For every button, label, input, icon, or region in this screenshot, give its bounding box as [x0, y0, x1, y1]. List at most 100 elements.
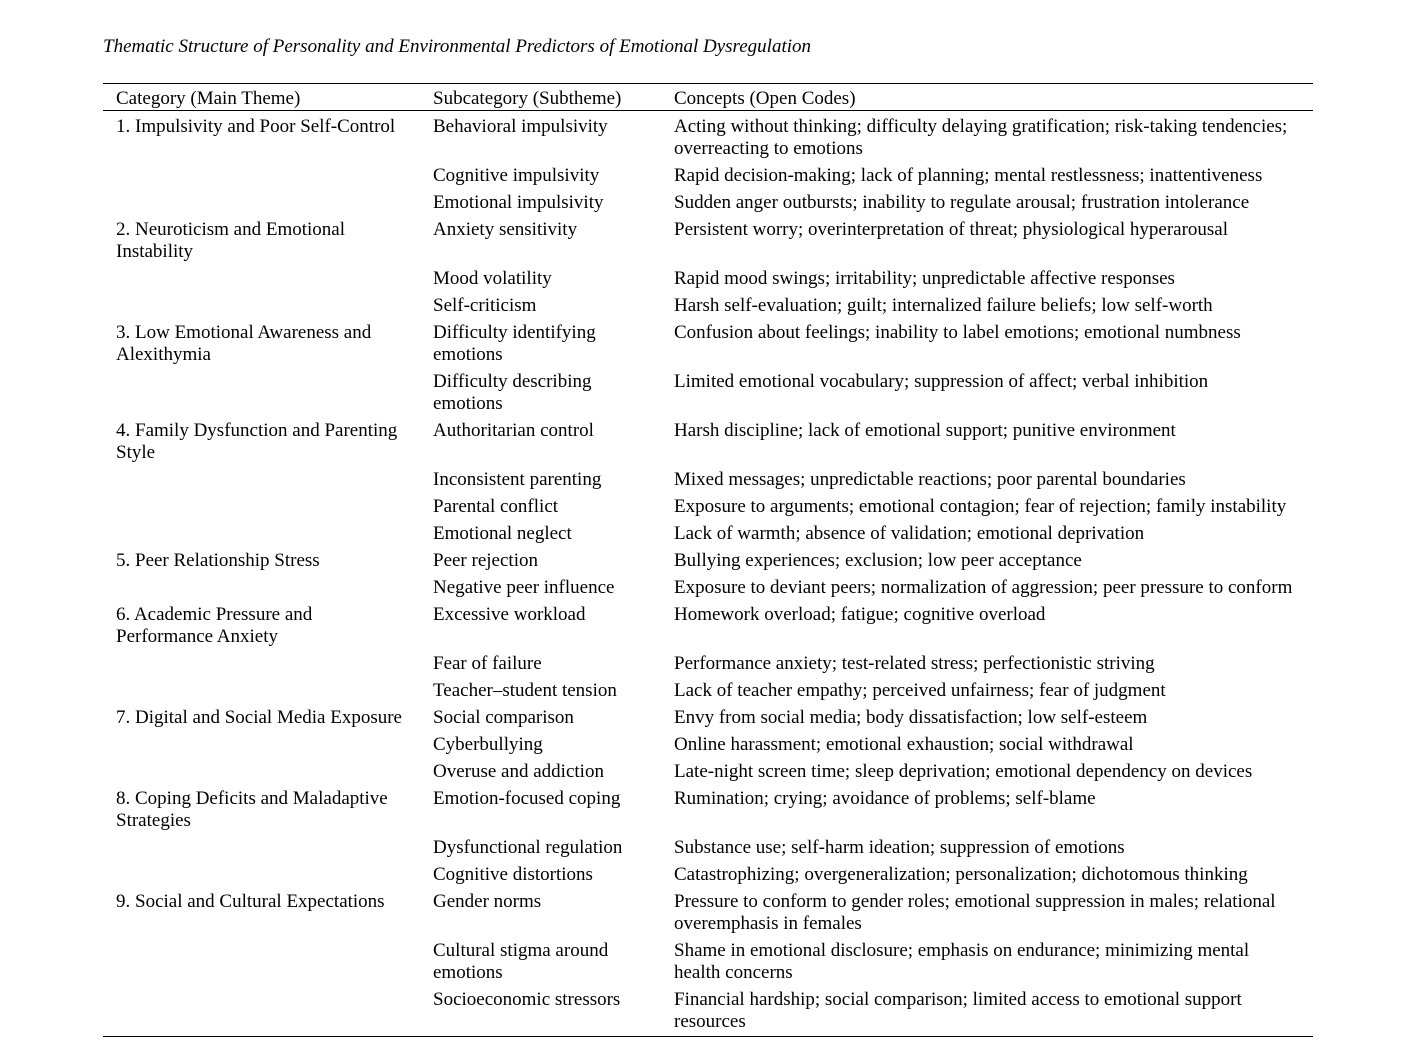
cell-concepts: Harsh self-evaluation; guilt; internaliz… [674, 295, 1213, 316]
cell-concepts: Shame in emotional disclosure; emphasis … [674, 940, 1250, 983]
cell-subcategory: Mood volatility [433, 268, 552, 289]
cell-subcategory: Cognitive impulsivity [433, 165, 600, 186]
column-header-subcategory: Subcategory (Subtheme) [420, 83, 661, 111]
cell-category: 5. Peer Relationship Stress [116, 550, 320, 571]
cell-subcategory: Behavioral impulsivity [433, 116, 608, 137]
cell-subcategory: Social comparison [433, 707, 574, 728]
table-row: 2. Neuroticism and Emotional Instability… [103, 214, 1313, 263]
cell-subcategory: Dysfunctional regulation [433, 837, 623, 858]
table-row: Negative peer influence Exposure to devia… [103, 572, 1313, 599]
cell-concepts: Late-night screen time; sleep deprivatio… [674, 761, 1253, 782]
cell-concepts: Catastrophizing; overgeneralization; per… [674, 864, 1248, 885]
cell-subcategory: Cyberbullying [433, 734, 543, 755]
cell-subcategory: Peer rejection [433, 550, 538, 571]
cell-category [103, 984, 420, 1037]
thematic-structure-table: Category (Main Theme) Subcategory (Subth… [103, 83, 1313, 1037]
table-row: 4. Family Dysfunction and Parenting Styl… [103, 415, 1313, 464]
cell-category [103, 729, 420, 756]
cell-subcategory: Fear of failure [433, 653, 542, 674]
cell-category: 2. Neuroticism and Emotional Instability [116, 219, 346, 262]
cell-subcategory: Authoritarian control [433, 420, 594, 441]
cell-category: 1. Impulsivity and Poor Self-Control [116, 116, 396, 137]
column-header-category: Category (Main Theme) [103, 83, 420, 111]
table-row: Fear of failure Performance anxiety; test… [103, 648, 1313, 675]
cell-subcategory: Difficulty describing emotions [433, 371, 592, 414]
cell-category [103, 366, 420, 415]
cell-category [103, 756, 420, 783]
table-row: Cyberbullying Online harassment; emotiona… [103, 729, 1313, 756]
table-row: Teacher–student tension Lack of teacher e… [103, 675, 1313, 702]
cell-category [103, 464, 420, 491]
cell-subcategory: Negative peer influence [433, 577, 615, 598]
table-row: Self-criticism Harsh self-evaluation; gui… [103, 290, 1313, 317]
cell-category [103, 518, 420, 545]
table-row: 6. Academic Pressure and Performance Anx… [103, 599, 1313, 648]
cell-subcategory: Emotional neglect [433, 523, 572, 544]
cell-category: 4. Family Dysfunction and Parenting Styl… [116, 420, 398, 463]
cell-concepts: Rumination; crying; avoidance of problem… [674, 788, 1096, 809]
table-row: 3. Low Emotional Awareness and Alexithym… [103, 317, 1313, 366]
table-row: Cognitive distortions Catastrophizing; ov… [103, 859, 1313, 886]
cell-category [103, 187, 420, 214]
cell-category: 7. Digital and Social Media Exposure [116, 707, 402, 728]
table-row: Cultural stigma around emotions Shame in … [103, 935, 1313, 984]
cell-concepts: Harsh discipline; lack of emotional supp… [674, 420, 1176, 441]
table-row: 9. Social and Cultural Expectations Gende… [103, 886, 1313, 935]
cell-subcategory: Anxiety sensitivity [433, 219, 578, 240]
cell-category: 8. Coping Deficits and Maladaptive Strat… [116, 788, 388, 831]
cell-concepts: Persistent worry; overinterpretation of … [674, 219, 1229, 240]
cell-subcategory: Emotional impulsivity [433, 192, 604, 213]
cell-concepts: Envy from social media; body dissatisfac… [674, 707, 1148, 728]
cell-category [103, 572, 420, 599]
table-row: Emotional neglect Lack of warmth; absence… [103, 518, 1313, 545]
cell-subcategory: Cognitive distortions [433, 864, 593, 885]
cell-subcategory: Socioeconomic stressors [433, 989, 621, 1010]
table-row: 7. Digital and Social Media Exposure Soci… [103, 702, 1313, 729]
cell-concepts: Sudden anger outbursts; inability to reg… [674, 192, 1250, 213]
cell-concepts: Mixed messages; unpredictable reactions;… [674, 469, 1186, 490]
cell-subcategory: Teacher–student tension [433, 680, 617, 701]
table-row: Overuse and addiction Late-night screen t… [103, 756, 1313, 783]
cell-concepts: Rapid mood swings; irritability; unpredi… [674, 268, 1175, 289]
cell-concepts: Confusion about feelings; inability to l… [674, 322, 1241, 343]
cell-subcategory: Parental conflict [433, 496, 559, 517]
cell-concepts: Exposure to deviant peers; normalization… [674, 577, 1293, 598]
cell-category [103, 160, 420, 187]
cell-concepts: Lack of teacher empathy; perceived unfai… [674, 680, 1166, 701]
cell-subcategory: Gender norms [433, 891, 542, 912]
cell-category [103, 648, 420, 675]
table-row: Emotional impulsivity Sudden anger outbur… [103, 187, 1313, 214]
cell-subcategory: Emotion-focused coping [433, 788, 621, 809]
cell-subcategory: Inconsistent parenting [433, 469, 602, 490]
table-row: Dysfunctional regulation Substance use; s… [103, 832, 1313, 859]
table-row: 8. Coping Deficits and Maladaptive Strat… [103, 783, 1313, 832]
cell-concepts: Rapid decision-making; lack of planning;… [674, 165, 1263, 186]
cell-subcategory: Overuse and addiction [433, 761, 604, 782]
cell-subcategory: Cultural stigma around emotions [433, 940, 609, 983]
cell-concepts: Acting without thinking; difficulty dela… [674, 116, 1288, 159]
cell-concepts: Online harassment; emotional exhaustion;… [674, 734, 1134, 755]
cell-subcategory: Excessive workload [433, 604, 586, 625]
table-title: Thematic Structure of Personality and En… [103, 36, 812, 57]
cell-category [103, 832, 420, 859]
cell-concepts: Financial hardship; social comparison; l… [674, 989, 1242, 1032]
cell-category [103, 675, 420, 702]
cell-concepts: Homework overload; fatigue; cognitive ov… [674, 604, 1046, 625]
cell-concepts: Lack of warmth; absence of validation; e… [674, 523, 1145, 544]
table-row: 1. Impulsivity and Poor Self-Control Beha… [103, 111, 1313, 161]
cell-category: 3. Low Emotional Awareness and Alexithym… [116, 322, 372, 365]
cell-concepts: Exposure to arguments; emotional contagi… [674, 496, 1287, 517]
cell-concepts: Limited emotional vocabulary; suppressio… [674, 371, 1209, 392]
cell-category: 6. Academic Pressure and Performance Anx… [116, 604, 313, 647]
cell-concepts: Substance use; self-harm ideation; suppr… [674, 837, 1125, 858]
cell-subcategory: Self-criticism [433, 295, 537, 316]
cell-category [103, 935, 420, 984]
table-header-row: Category (Main Theme) Subcategory (Subth… [103, 83, 1313, 111]
table-row: Cognitive impulsivity Rapid decision-maki… [103, 160, 1313, 187]
cell-category [103, 290, 420, 317]
table-row: Parental conflict Exposure to arguments; … [103, 491, 1313, 518]
table-body: 1. Impulsivity and Poor Self-Control Beha… [103, 111, 1313, 1037]
cell-concepts: Performance anxiety; test-related stress… [674, 653, 1155, 674]
cell-category [103, 263, 420, 290]
